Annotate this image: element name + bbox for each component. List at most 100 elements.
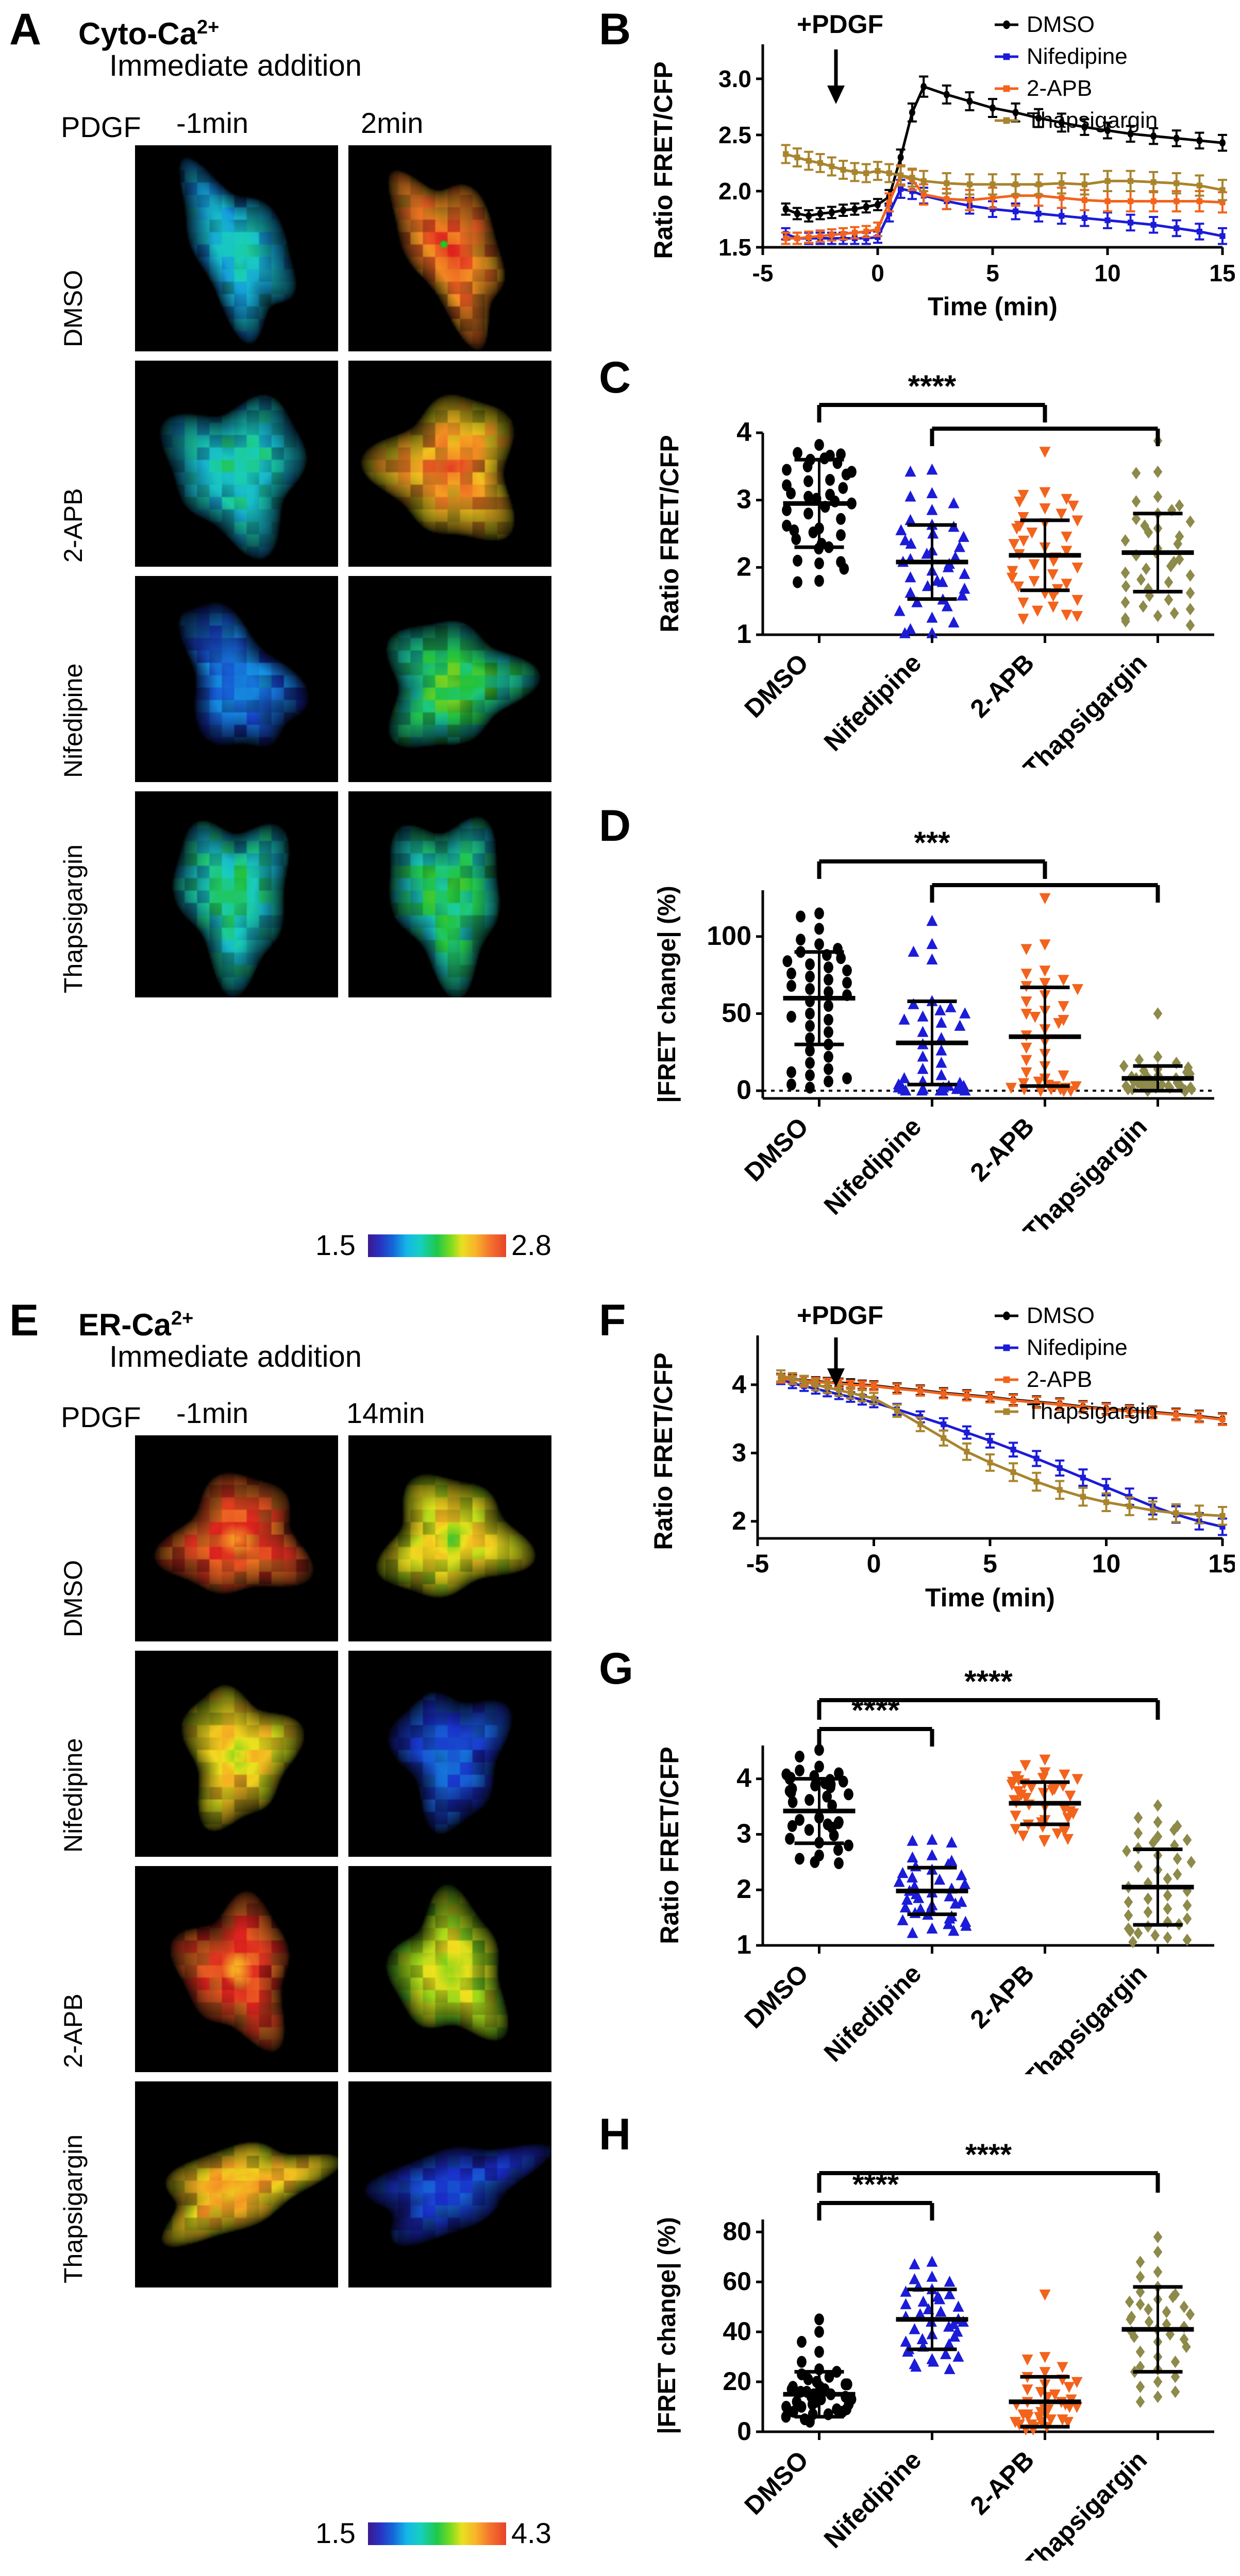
data-point bbox=[909, 2258, 920, 2269]
data-point bbox=[1048, 602, 1059, 613]
data-point bbox=[1144, 2303, 1153, 2315]
data-point bbox=[842, 468, 851, 480]
data-point bbox=[1142, 563, 1151, 575]
data-point bbox=[1010, 1810, 1021, 1821]
data-point bbox=[813, 1382, 818, 1387]
data-point bbox=[1151, 222, 1157, 228]
data-point bbox=[894, 1386, 900, 1392]
panel-e-col-label-1: 14min bbox=[346, 1398, 425, 1428]
data-point bbox=[871, 1383, 877, 1389]
y-axis-title: Ratio FRET/CFP bbox=[655, 435, 684, 632]
data-point bbox=[894, 605, 906, 616]
data-point bbox=[783, 151, 789, 157]
data-point bbox=[1003, 117, 1010, 124]
panel-e-cell-image bbox=[348, 1435, 551, 1641]
data-point bbox=[805, 1082, 815, 1094]
data-point bbox=[886, 170, 892, 176]
data-point bbox=[1013, 209, 1018, 214]
data-point bbox=[859, 1393, 865, 1398]
data-point bbox=[953, 2350, 964, 2361]
data-point bbox=[1013, 181, 1018, 187]
panel-e-cell-image bbox=[348, 2081, 551, 2287]
data-point bbox=[1132, 467, 1141, 479]
data-point bbox=[954, 1020, 966, 1030]
data-point bbox=[836, 952, 846, 964]
data-point bbox=[964, 1449, 969, 1454]
data-point bbox=[1061, 609, 1073, 620]
legend-label-2-apb: 2-APB bbox=[1027, 1367, 1092, 1392]
data-point bbox=[805, 983, 815, 995]
data-point bbox=[941, 1435, 946, 1441]
data-point bbox=[1003, 86, 1010, 92]
data-point bbox=[1121, 596, 1130, 608]
panel-a-colorbar-min: 1.5 bbox=[315, 1230, 356, 1260]
data-point bbox=[1011, 1398, 1016, 1403]
data-point bbox=[842, 977, 852, 989]
category-label-2-apb: 2-APB bbox=[965, 648, 1040, 723]
y-tick-label: 2.0 bbox=[718, 178, 751, 205]
panel-a-cell-image bbox=[135, 361, 338, 567]
y-tick-label: 2 bbox=[736, 552, 751, 582]
data-point bbox=[814, 2313, 824, 2325]
panel-letter-f: F bbox=[599, 1298, 626, 1343]
data-point bbox=[1003, 1377, 1010, 1383]
data-point bbox=[1061, 532, 1073, 543]
data-point bbox=[917, 1421, 923, 1427]
data-point bbox=[1017, 1831, 1029, 1841]
panel-h-chart: 0 20 40 60 80 |FRET change| (%) DMSO Nifedipine… bbox=[634, 2112, 1235, 2561]
data-point bbox=[852, 169, 858, 175]
data-point bbox=[781, 2411, 791, 2422]
data-point bbox=[783, 235, 789, 241]
data-point bbox=[1174, 180, 1179, 186]
data-point bbox=[1013, 109, 1019, 116]
data-point bbox=[1104, 178, 1110, 184]
data-point bbox=[790, 1376, 795, 1381]
data-point bbox=[805, 1057, 815, 1069]
legend-label-nifedipine: Nifedipine bbox=[1027, 44, 1128, 69]
y-tick-label: 0 bbox=[736, 1075, 751, 1105]
data-point bbox=[898, 186, 903, 192]
data-point bbox=[824, 974, 833, 986]
data-point bbox=[897, 1914, 909, 1925]
data-point bbox=[803, 507, 813, 519]
panel-e-title: ER-Ca2+ bbox=[78, 1302, 193, 1341]
panel-c-scatter-plot: 1 2 3 4 Ratio FRET/CFP DMSO Nifedipine 2-APBTha… bbox=[634, 355, 1235, 768]
data-point bbox=[1174, 198, 1179, 204]
data-point bbox=[1032, 606, 1043, 617]
data-point bbox=[1006, 1083, 1017, 1094]
data-point bbox=[805, 1794, 814, 1806]
data-point bbox=[825, 474, 835, 486]
data-point bbox=[1153, 1007, 1163, 1020]
data-point bbox=[907, 1871, 918, 1882]
data-point bbox=[1064, 1791, 1076, 1802]
data-point bbox=[1034, 1455, 1040, 1461]
significance-label: **** bbox=[851, 1693, 900, 1727]
data-point bbox=[909, 109, 915, 116]
data-point bbox=[842, 964, 852, 976]
data-point bbox=[927, 487, 938, 498]
data-point bbox=[1020, 1760, 1031, 1771]
panel-e-row-label-thapsigargin: Thapsigargin bbox=[60, 2134, 87, 2283]
category-label-thapsigargin: Thapsigargin bbox=[1018, 1959, 1153, 2074]
data-point bbox=[1119, 1060, 1129, 1072]
data-point bbox=[1197, 198, 1202, 204]
data-point bbox=[917, 1010, 929, 1021]
data-point bbox=[1144, 1892, 1153, 1905]
data-point bbox=[844, 1839, 853, 1851]
data-point bbox=[824, 1076, 833, 1088]
data-point bbox=[1153, 609, 1163, 622]
data-point bbox=[927, 1849, 938, 1860]
data-point bbox=[1145, 2316, 1154, 2328]
data-point bbox=[794, 210, 800, 217]
data-point bbox=[1196, 1512, 1202, 1517]
data-point bbox=[1029, 1012, 1041, 1023]
data-point bbox=[863, 170, 869, 176]
x-tick-label: 5 bbox=[983, 1549, 997, 1578]
y-tick-label: 50 bbox=[722, 998, 751, 1028]
data-point bbox=[1104, 198, 1110, 204]
panel-a-cell-image bbox=[348, 791, 551, 997]
x-tick-label: -5 bbox=[746, 1549, 769, 1578]
data-point bbox=[946, 1837, 958, 1848]
data-point bbox=[905, 466, 916, 477]
panel-g-chart: 1 2 3 4 Ratio FRET/CFP DMSO Nifedipine 2-APB Tha… bbox=[634, 1647, 1235, 2074]
